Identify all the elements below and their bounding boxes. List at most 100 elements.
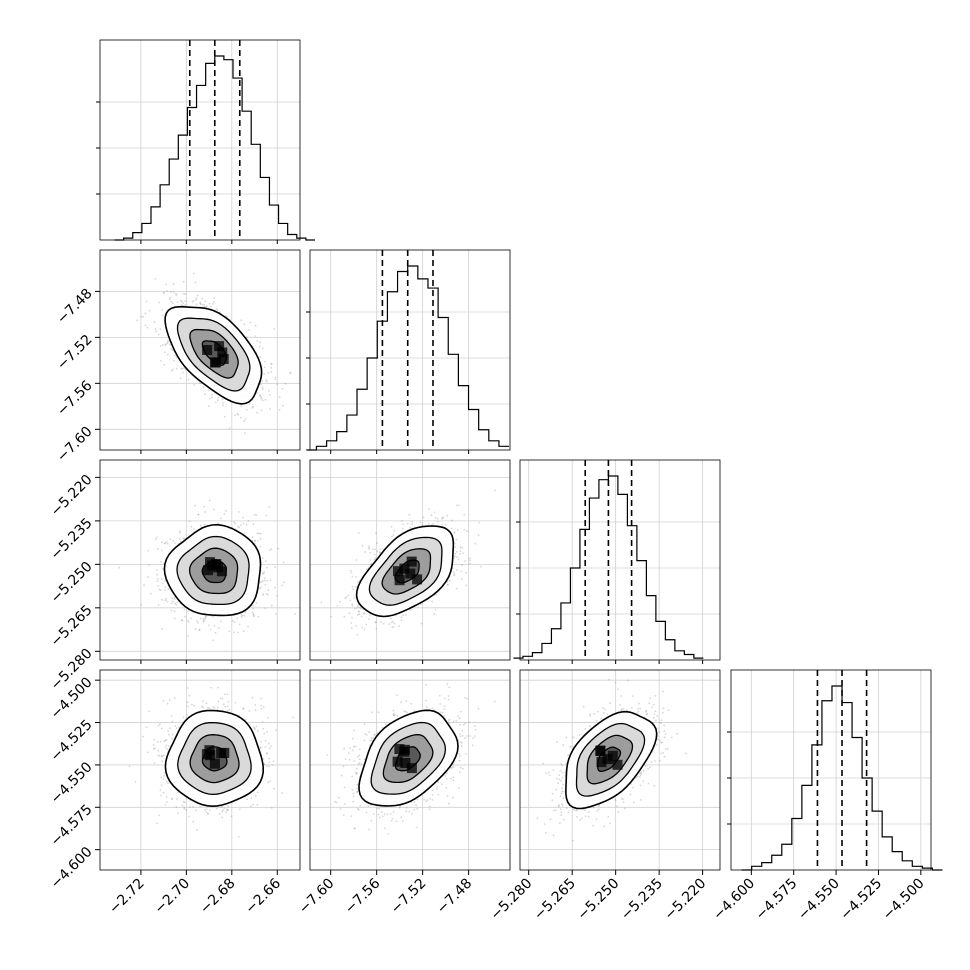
scatter-point <box>283 581 286 584</box>
scatter-point <box>266 752 268 754</box>
scatter-point <box>181 804 184 807</box>
scatter-point <box>165 795 168 798</box>
scatter-point <box>240 405 243 408</box>
scatter-point <box>264 607 266 610</box>
scatter-point <box>421 524 423 527</box>
scatter-point <box>436 520 439 523</box>
scatter-point <box>263 366 266 369</box>
scatter-point <box>642 769 645 772</box>
density-peak <box>216 566 227 577</box>
scatter-point <box>389 812 392 815</box>
scatter-point <box>270 807 273 809</box>
scatter-point <box>282 404 284 407</box>
scatter-point <box>552 769 555 772</box>
scatter-point <box>647 768 649 770</box>
scatter-point <box>167 341 169 344</box>
scatter-point <box>438 694 441 697</box>
scatter-point <box>266 753 269 755</box>
scatter-point <box>184 300 187 302</box>
scatter-point <box>167 745 170 747</box>
scatter-point <box>667 748 669 751</box>
scatter-point <box>160 794 162 797</box>
scatter-point <box>211 615 213 618</box>
scatter-point <box>548 774 551 777</box>
panel-background <box>100 40 300 240</box>
scatter-point <box>262 593 264 596</box>
scatter-point <box>221 816 223 819</box>
scatter-point <box>393 529 396 532</box>
scatter-point <box>368 548 370 550</box>
scatter-point <box>374 621 377 624</box>
scatter-point <box>178 531 181 534</box>
scatter-point <box>264 739 267 742</box>
scatter-point <box>198 629 201 631</box>
scatter-point <box>161 582 164 585</box>
scatter-point <box>420 603 422 606</box>
scatter-point <box>250 797 253 799</box>
scatter-point <box>256 411 258 414</box>
scatter-point <box>174 602 176 605</box>
scatter-point <box>358 606 361 609</box>
scatter-point <box>465 584 467 587</box>
scatter-point <box>242 516 245 519</box>
scatter-point <box>620 709 623 711</box>
scatter-point <box>218 813 221 815</box>
scatter-point <box>411 520 414 523</box>
scatter-point <box>639 799 642 801</box>
scatter-point <box>233 631 235 634</box>
scatter-point <box>194 628 197 631</box>
scatter-point <box>437 793 440 796</box>
scatter-point <box>456 529 459 531</box>
scatter-point <box>405 807 408 809</box>
scatter-panel-3-2 <box>519 669 721 871</box>
scatter-point <box>356 581 359 583</box>
scatter-point <box>544 823 546 825</box>
scatter-point <box>560 779 562 782</box>
scatter-point <box>197 513 200 516</box>
scatter-point <box>555 788 558 791</box>
scatter-point <box>201 705 203 708</box>
scatter-point <box>392 811 395 813</box>
scatter-point <box>217 396 220 399</box>
scatter-point <box>684 752 687 755</box>
scatter-point <box>430 514 433 517</box>
scatter-point <box>266 717 269 719</box>
scatter-point <box>281 387 284 390</box>
scatter-point <box>226 709 229 712</box>
scatter-point <box>260 697 262 700</box>
scatter-point <box>160 727 163 730</box>
scatter-point <box>607 816 610 818</box>
density-peak <box>214 341 225 352</box>
scatter-point <box>371 548 374 550</box>
scatter-point <box>676 732 679 735</box>
scatter-point <box>175 727 178 730</box>
scatter-point <box>269 408 271 410</box>
scatter-point <box>199 805 202 808</box>
scatter-point <box>162 292 165 295</box>
scatter-point <box>252 613 255 616</box>
scatter-point <box>245 408 248 411</box>
scatter-point <box>267 781 269 784</box>
scatter-point <box>284 382 287 385</box>
scatter-point <box>458 717 461 720</box>
scatter-point <box>560 762 563 765</box>
scatter-point <box>157 754 160 757</box>
scatter-point <box>172 539 175 542</box>
scatter-point <box>209 809 211 811</box>
scatter-point <box>195 297 198 300</box>
scatter-point <box>267 593 269 596</box>
scatter-point <box>208 707 211 710</box>
scatter-point <box>462 552 465 554</box>
scatter-point <box>278 409 281 411</box>
density-peak <box>207 560 218 571</box>
scatter-point <box>289 371 291 374</box>
scatter-point <box>228 708 231 711</box>
scatter-point <box>446 795 449 797</box>
scatter-point <box>248 329 250 331</box>
scatter-point <box>224 705 226 708</box>
scatter-point <box>159 589 162 592</box>
scatter-point <box>259 341 262 344</box>
scatter-point <box>238 623 241 626</box>
scatter-point <box>197 513 200 516</box>
scatter-point <box>156 580 159 583</box>
